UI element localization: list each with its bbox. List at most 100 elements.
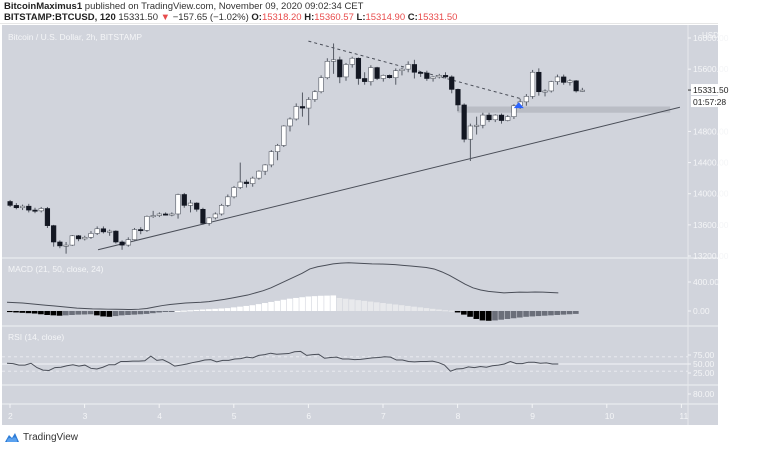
candle: [579, 89, 585, 92]
macd-bar: [336, 297, 343, 311]
macd-bar: [467, 311, 473, 317]
candle: [480, 114, 486, 126]
open-label: O:: [251, 12, 262, 23]
author-name[interactable]: BitcoinMaximus1: [4, 1, 83, 12]
macd-bar: [573, 311, 579, 314]
macd-bar: [318, 295, 324, 311]
down-arrow-icon: ▼: [160, 12, 171, 23]
last-price-label: 15331.50: [693, 85, 729, 95]
macd-bar: [262, 303, 268, 311]
symbol-label: BITSTAMP:BTCUSD, 120: [4, 12, 116, 23]
up-arrow-icon: [513, 102, 524, 109]
macd-bar: [417, 307, 424, 311]
candle: [455, 89, 461, 106]
time-tick-label: 6: [306, 411, 311, 421]
macd-bar: [554, 311, 560, 315]
candle: [542, 90, 548, 93]
macd-bar: [392, 304, 399, 311]
support-zone[interactable]: [457, 106, 671, 113]
rsi-line: [6, 350, 559, 372]
macd-bar: [112, 311, 119, 317]
candle: [187, 202, 194, 206]
macd-bar: [137, 311, 144, 315]
time-tick-label: 7: [381, 411, 386, 421]
macd-bar: [529, 311, 536, 317]
candle: [51, 225, 57, 243]
macd-bar: [62, 311, 69, 316]
macd-bar: [373, 302, 380, 311]
candle: [330, 59, 337, 62]
low-label: L:: [356, 12, 366, 23]
macd-bar: [361, 300, 368, 311]
candle: [69, 235, 75, 246]
candle: [306, 99, 312, 109]
candle: [256, 170, 262, 179]
macd-bar: [193, 309, 200, 311]
macd-bar: [44, 311, 50, 315]
candle: [138, 229, 144, 232]
candle: [573, 80, 579, 92]
candle: [467, 125, 473, 140]
candle: [548, 81, 554, 92]
open-value: 15318.20: [261, 12, 302, 23]
close-value: 15331.50: [417, 12, 458, 23]
close-label: C:: [407, 12, 418, 23]
macd-bar: [342, 298, 349, 311]
macd-bar: [206, 309, 212, 311]
macd-bar: [118, 311, 125, 316]
candle: [523, 96, 529, 103]
macd-bar: [174, 311, 181, 312]
macd-bar: [299, 297, 305, 311]
candle: [399, 68, 405, 72]
extra-pane-tick-label: 80.00: [693, 389, 715, 399]
macd-bar: [56, 311, 63, 316]
candle: [436, 75, 442, 78]
candle: [212, 213, 218, 219]
high-value: 15360.57: [314, 12, 354, 23]
macd-bar: [69, 311, 75, 315]
candle: [194, 202, 200, 210]
candle: [88, 233, 94, 238]
candle: [281, 125, 287, 146]
tradingview-footer[interactable]: TradingView: [4, 432, 78, 443]
candle: [337, 59, 343, 78]
macd-bar: [19, 311, 26, 313]
macd-bar: [349, 299, 355, 311]
macd-bar: [492, 311, 498, 321]
macd-bar: [224, 308, 231, 311]
chart-canvas[interactable]: Bitcoin / U.S. Dollar, 2h, BITSTAMP USD16…: [0, 0, 768, 430]
countdown-box: [691, 96, 721, 108]
macd-bar: [429, 308, 436, 311]
macd-bar: [230, 307, 237, 311]
tradingview-brand: TradingView: [23, 432, 79, 443]
symbol-line: BITSTAMP:BTCUSD, 120 15331.50 ▼ −157.65 …: [4, 12, 457, 23]
price-tick-label: 13200.00: [693, 251, 729, 261]
candle: [218, 205, 225, 215]
time-tick-label: 5: [232, 411, 237, 421]
candle: [150, 215, 156, 218]
candle: [343, 64, 349, 78]
macd-bar: [479, 311, 486, 321]
macd-bar: [87, 311, 94, 315]
candle: [374, 67, 380, 79]
candle: [312, 91, 318, 100]
candle: [561, 76, 567, 83]
macd-bar: [311, 296, 318, 311]
support-trendline[interactable]: [97, 106, 681, 251]
macd-bar: [330, 295, 337, 311]
candle: [349, 57, 355, 65]
candle: [82, 237, 88, 240]
macd-bar: [100, 311, 106, 317]
price-tick-label: 15600.00: [693, 64, 729, 74]
macd-bar: [81, 311, 88, 315]
macd-bar: [162, 311, 169, 312]
candle: [386, 75, 393, 79]
candle: [250, 177, 256, 184]
macd-bar: [38, 311, 44, 315]
macd-bar: [218, 308, 225, 311]
candle: [355, 57, 362, 79]
macd-bar: [249, 305, 256, 311]
macd-bar: [25, 311, 32, 314]
price-tick-label: 13600.00: [693, 220, 729, 230]
macd-bar: [454, 311, 461, 313]
